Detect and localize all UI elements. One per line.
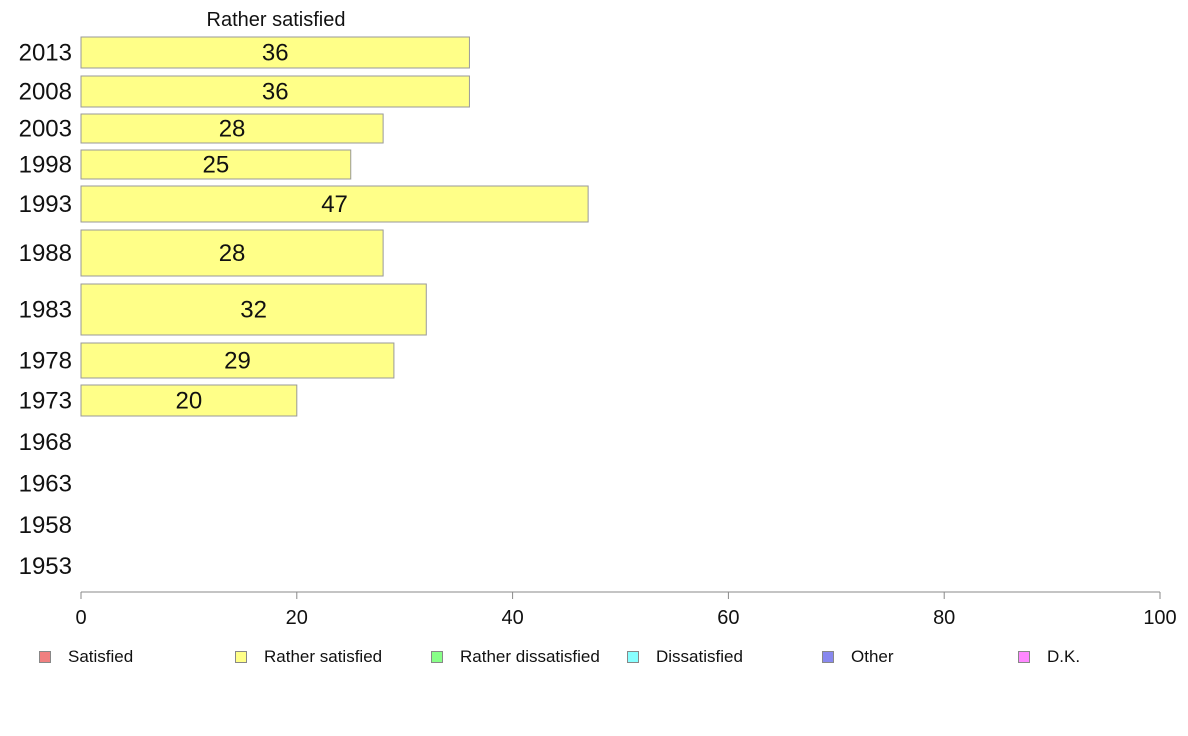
bar-chart: Rather satisfied 36 36 28 25 47 28 32 29 20 2013… (19, 9, 1177, 629)
legend-swatch (822, 651, 834, 663)
y-tick-label: 1963 (19, 471, 72, 498)
x-tick-label: 60 (717, 607, 739, 629)
bar-value-label: 36 (262, 79, 289, 106)
bar (80, 113, 384, 144)
bar (80, 149, 352, 180)
x-tick-label: 40 (501, 607, 523, 629)
x-tick-label: 0 (75, 607, 86, 629)
y-tick-label: 2013 (19, 40, 72, 67)
bar-value-label: 47 (321, 191, 348, 218)
legend-item: Dissatisfied (627, 644, 743, 670)
bar (80, 342, 395, 379)
y-tick-label: 1998 (19, 152, 72, 179)
y-tick-label: 2008 (19, 79, 72, 106)
legend-label: Satisfied (68, 647, 134, 666)
bar-value-label: 28 (219, 240, 246, 267)
chart-title: Rather satisfied (207, 9, 346, 31)
legend-label: Dissatisfied (656, 647, 743, 666)
y-tick-label: 1958 (19, 512, 72, 539)
bar-value-label: 25 (203, 152, 230, 179)
x-axis: 0 20 40 60 80 100 (75, 591, 1177, 629)
bar-value-label: 28 (219, 116, 246, 143)
bar-value-label: 36 (262, 40, 289, 67)
y-tick-label: 1988 (19, 240, 72, 267)
y-axis-labels: 2013 2008 2003 1998 1993 1988 1983 1978 1973 1968… (19, 40, 72, 581)
legend-label: D.K. (1047, 647, 1081, 666)
bar-value-label: 32 (240, 297, 267, 324)
legend-item: Satisfied (39, 644, 133, 670)
y-tick-label: 1993 (19, 191, 72, 218)
legend-item: Rather dissatisfied (431, 644, 600, 670)
legend-swatch (39, 651, 51, 663)
legend-swatch (235, 651, 247, 663)
bar (80, 75, 470, 108)
y-tick-label: 2003 (19, 116, 72, 143)
bar (80, 229, 384, 277)
legend: Satisfied Rather satisfied Rather dissatis… (0, 644, 1188, 670)
legend-swatch (627, 651, 639, 663)
legend-label: Rather dissatisfied (460, 647, 600, 666)
y-tick-label: 1973 (19, 388, 72, 415)
bar (80, 384, 298, 417)
y-tick-label: 1968 (19, 429, 72, 456)
bar (80, 283, 427, 336)
bar-value-label: 20 (176, 388, 203, 415)
legend-item: Other (822, 644, 894, 670)
y-tick-label: 1953 (19, 553, 72, 580)
x-tick-label: 100 (1143, 607, 1176, 629)
legend-item: Rather satisfied (235, 644, 382, 670)
legend-swatch (431, 651, 443, 663)
x-tick-label: 20 (286, 607, 308, 629)
bar-value-label: 29 (224, 348, 251, 375)
bar (80, 185, 589, 223)
legend-label: Other (851, 647, 894, 666)
legend-swatch (1018, 651, 1030, 663)
bars-group: 36 36 28 25 47 28 32 29 20 (80, 36, 589, 417)
x-tick-label: 80 (933, 607, 955, 629)
y-tick-label: 1983 (19, 297, 72, 324)
bar (80, 36, 470, 69)
legend-item: D.K. (1018, 644, 1080, 670)
legend-label: Rather satisfied (264, 647, 383, 666)
y-tick-label: 1978 (19, 348, 72, 375)
